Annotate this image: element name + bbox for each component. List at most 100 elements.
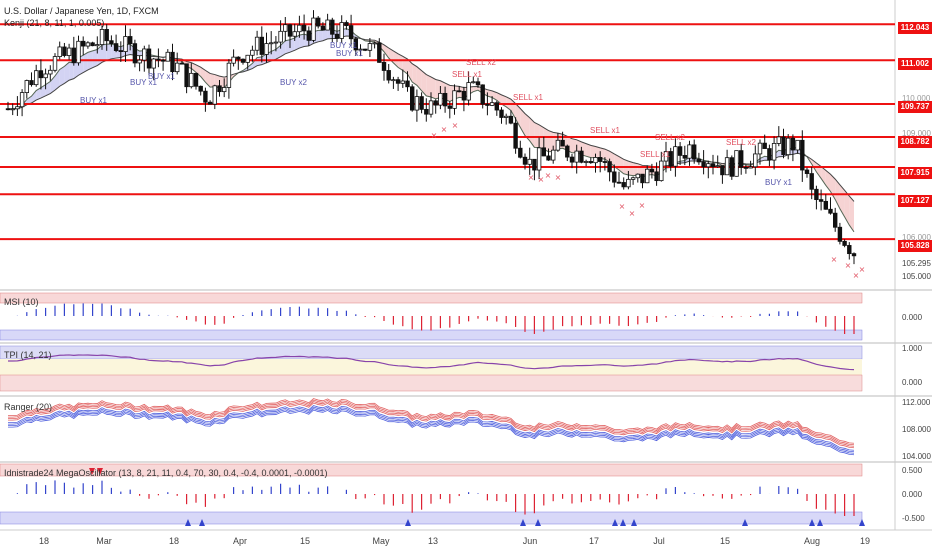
candle-body — [546, 155, 551, 161]
trend-cloud-segment — [633, 162, 638, 176]
candle-body — [268, 42, 274, 45]
candle-body — [471, 81, 476, 84]
candle-body — [612, 171, 617, 183]
sell-marker: × — [629, 209, 636, 218]
candle-body — [626, 178, 631, 188]
sell-marker: × — [555, 173, 562, 182]
candle-body — [851, 253, 857, 257]
mega-buy-triangle — [859, 519, 865, 526]
candle-body — [81, 40, 86, 47]
candle-body — [381, 62, 387, 71]
mega-buy-triangle — [817, 519, 823, 526]
sell-marker: × — [831, 255, 838, 264]
candle-body — [583, 161, 589, 163]
candle-body — [818, 199, 824, 202]
sell-signal-label: SELL x1 — [513, 93, 543, 102]
candle-body — [781, 136, 786, 156]
candle-body — [466, 82, 471, 101]
candle-body — [184, 63, 189, 88]
candle-body — [560, 139, 565, 147]
candle-body — [250, 49, 255, 56]
candle-body — [254, 36, 260, 51]
candle-body — [362, 48, 368, 51]
ranger-lower-line — [7, 408, 855, 454]
candle-body — [701, 161, 706, 168]
mega-tick: 0.500 — [902, 466, 923, 475]
trend-cloud-segment — [412, 63, 417, 86]
candle-body — [499, 109, 504, 118]
trend-cloud-segment — [64, 62, 70, 84]
candle-body — [503, 115, 509, 118]
candle-body — [330, 19, 335, 35]
candle-body — [837, 226, 843, 242]
candle-body — [90, 42, 95, 47]
candle-body — [668, 151, 673, 167]
candle-body — [315, 17, 321, 27]
x-tick-label: Jul — [653, 536, 665, 546]
x-tick-label: 19 — [859, 536, 871, 546]
candle-body — [156, 58, 161, 61]
candle-body — [790, 137, 796, 151]
candle-body — [179, 62, 185, 65]
trend-cloud-segment — [106, 43, 112, 61]
price-tick: 109.000 — [902, 129, 931, 138]
trend-cloud-segment — [31, 90, 37, 103]
candle-body — [221, 87, 227, 93]
x-tick-label: Jun — [522, 536, 538, 546]
candle-body — [786, 137, 791, 156]
candle-body — [151, 58, 156, 69]
ranger-pane-title: Ranger (20) — [4, 402, 53, 412]
ranger-tick: 108.000 — [902, 425, 931, 434]
level-tag: 109.737 — [898, 101, 932, 113]
candle-body — [621, 182, 626, 188]
candle-body — [203, 90, 208, 103]
candle-body — [527, 158, 532, 165]
ranger-upper-line — [7, 402, 855, 449]
candle-body — [706, 163, 711, 168]
trend-cloud-segment — [595, 146, 601, 159]
candle-body — [447, 105, 452, 109]
candle-body — [762, 142, 767, 149]
buy-signal-label: BUY x1 — [148, 72, 175, 81]
level-tag: 107.915 — [898, 167, 932, 179]
candle-body — [240, 58, 246, 63]
price-tick: 110.000 — [902, 94, 931, 103]
candle-body — [170, 51, 175, 73]
trend-cloud-segment — [407, 59, 413, 83]
msi-lower-band — [0, 329, 863, 341]
trend-cloud-segment — [393, 50, 399, 68]
ranger-lower-line — [7, 406, 855, 453]
candle-body — [409, 86, 415, 111]
candle-body — [353, 38, 358, 51]
ranger-lower-line — [7, 409, 855, 456]
buy-signal-label: BUY x1 — [80, 96, 107, 105]
candle-body — [377, 42, 382, 63]
candle-body — [38, 70, 44, 79]
candle-body — [306, 30, 311, 41]
candle-body — [95, 44, 100, 47]
candle-body — [767, 148, 772, 161]
candle-body — [598, 157, 603, 162]
trend-cloud-segment — [590, 145, 596, 158]
trend-cloud-segment — [844, 190, 850, 226]
mega-tick: 0.000 — [902, 490, 923, 499]
candle-body — [757, 142, 763, 155]
sell-marker: × — [639, 201, 646, 210]
candle-body — [753, 153, 758, 168]
candle-body — [71, 47, 76, 64]
candle-body — [325, 19, 330, 31]
sell-signal-label: SELL x2 — [726, 138, 756, 147]
mega-buy-triangle — [809, 519, 815, 526]
x-tick-label: 13 — [427, 536, 439, 546]
candle-body — [52, 56, 58, 71]
sell-marker: × — [619, 202, 626, 211]
candle-body — [532, 158, 537, 171]
trend-cloud-segment — [572, 138, 577, 153]
tpi-pane-title: TPI (14, 21) — [4, 350, 52, 360]
ranger-upper-line — [7, 399, 855, 446]
mega-buy-triangle — [620, 519, 626, 526]
candle-body — [57, 46, 62, 57]
candle-body — [123, 36, 128, 52]
mega-sell-triangle — [97, 468, 103, 475]
